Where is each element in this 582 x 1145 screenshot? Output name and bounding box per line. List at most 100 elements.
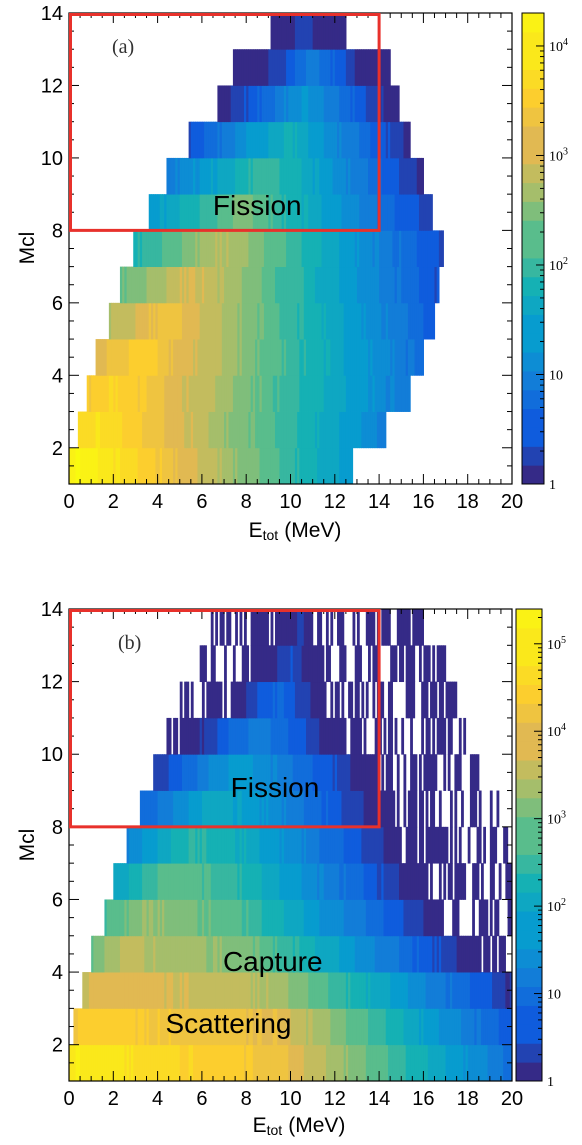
heatmap-cell — [365, 339, 369, 376]
heatmap-cell — [210, 645, 214, 683]
heatmap-cell — [230, 194, 234, 231]
heatmap-cell — [84, 1044, 88, 1081]
heatmap-cell — [146, 1008, 150, 1046]
heatmap-cell — [150, 302, 154, 340]
heatmap-cell — [487, 1008, 491, 1046]
heatmap-cell — [188, 754, 192, 791]
heatmap-cell — [248, 1044, 252, 1081]
heatmap-cell — [188, 1044, 192, 1081]
heatmap-cell — [221, 447, 225, 484]
heatmap-cell — [314, 681, 318, 719]
heatmap-cell — [299, 266, 303, 304]
heatmap-cell — [292, 121, 296, 159]
heatmap-cell — [217, 935, 221, 973]
heatmap-cell — [401, 1044, 405, 1081]
heatmap-cell — [294, 717, 298, 755]
heatmap-cell — [443, 754, 447, 791]
heatmap-cell — [368, 1044, 371, 1081]
heatmap-cell — [474, 935, 478, 973]
heatmap-cell — [148, 230, 152, 268]
heatmap-cell — [303, 754, 307, 791]
heatmap-cell — [399, 609, 402, 646]
heatmap-cell — [241, 157, 245, 195]
heatmap-cell — [290, 157, 294, 195]
heatmap-cell — [321, 447, 325, 484]
heatmap-cell — [252, 266, 256, 304]
heatmap-cell — [325, 826, 329, 864]
heatmap-cell — [306, 85, 309, 123]
heatmap-cell — [359, 863, 362, 900]
heatmap-cell — [286, 717, 289, 755]
heatmap-cell — [133, 826, 137, 864]
heatmap-cell — [390, 717, 393, 755]
heatmap-cell — [314, 826, 318, 864]
colorbar-segment — [516, 1024, 542, 1044]
heatmap-cell — [350, 826, 354, 864]
heatmap-cell — [117, 302, 121, 340]
heatmap-cell — [332, 1044, 336, 1081]
colorbar-frame — [521, 12, 545, 485]
heatmap-cell — [102, 972, 106, 1009]
heatmap-cell — [292, 1008, 296, 1046]
heatmap-cell — [403, 266, 407, 304]
heatmap-cell — [166, 972, 170, 1009]
heatmap-cell — [210, 339, 214, 376]
heatmap-cell — [403, 1044, 407, 1081]
heatmap-cell — [449, 826, 453, 864]
heatmap-cell — [365, 1008, 369, 1046]
heatmap-cell — [461, 1044, 464, 1081]
heatmap-cell — [270, 447, 274, 484]
heatmap-cell — [286, 609, 289, 646]
heatmap-cell — [472, 899, 475, 937]
heatmap-cell — [303, 681, 307, 719]
heatmap-cell — [352, 194, 356, 231]
heatmap-cell — [288, 230, 292, 268]
heatmap-cell — [301, 375, 305, 412]
heatmap-cell — [383, 1044, 387, 1081]
heatmap-cell — [348, 1044, 351, 1081]
heatmap-cell — [177, 266, 181, 304]
heatmap-cell — [325, 717, 329, 755]
heatmap-cell — [418, 863, 422, 900]
heatmap-cell — [164, 972, 168, 1009]
heatmap-cell — [412, 609, 416, 646]
heatmap-cell — [239, 935, 243, 973]
heatmap-cell — [288, 266, 292, 304]
heatmap-cell — [283, 121, 287, 159]
heatmap-cell — [341, 194, 345, 231]
heatmap-cell — [310, 972, 314, 1009]
heatmap-cell — [142, 230, 145, 268]
heatmap-cell — [235, 121, 238, 159]
heatmap-cell — [186, 194, 190, 231]
heatmap-cell — [122, 411, 125, 449]
y-tick-label: 8 — [52, 817, 63, 839]
heatmap-cell — [239, 157, 243, 195]
heatmap-cell — [374, 717, 378, 755]
heatmap-cell — [226, 302, 230, 340]
heatmap-cell — [427, 1044, 431, 1081]
heatmap-cell — [232, 121, 236, 159]
heatmap-cell — [206, 121, 210, 159]
heatmap-cell — [410, 899, 413, 937]
heatmap-cell — [434, 972, 438, 1009]
heatmap-cell — [263, 972, 267, 1009]
heatmap-cell — [321, 863, 325, 900]
heatmap-cell — [401, 935, 405, 973]
heatmap-cell — [423, 935, 427, 973]
heatmap-cell — [286, 230, 289, 268]
heatmap-cell — [181, 1044, 185, 1081]
heatmap-cell — [452, 1044, 456, 1081]
heatmap-cell — [407, 339, 411, 376]
heatmap-cell — [226, 194, 230, 231]
heatmap-cell — [175, 447, 179, 484]
heatmap-cell — [290, 754, 294, 791]
heatmap-cell — [368, 972, 371, 1009]
heatmap-cell — [330, 49, 334, 86]
heatmap-cell — [146, 1044, 150, 1081]
heatmap-cell — [403, 121, 407, 159]
x-tick-label: 10 — [279, 491, 301, 513]
heatmap-cell — [277, 13, 281, 50]
heatmap-cell — [263, 49, 267, 86]
heatmap-cell — [133, 375, 137, 412]
heatmap-cell — [332, 266, 336, 304]
